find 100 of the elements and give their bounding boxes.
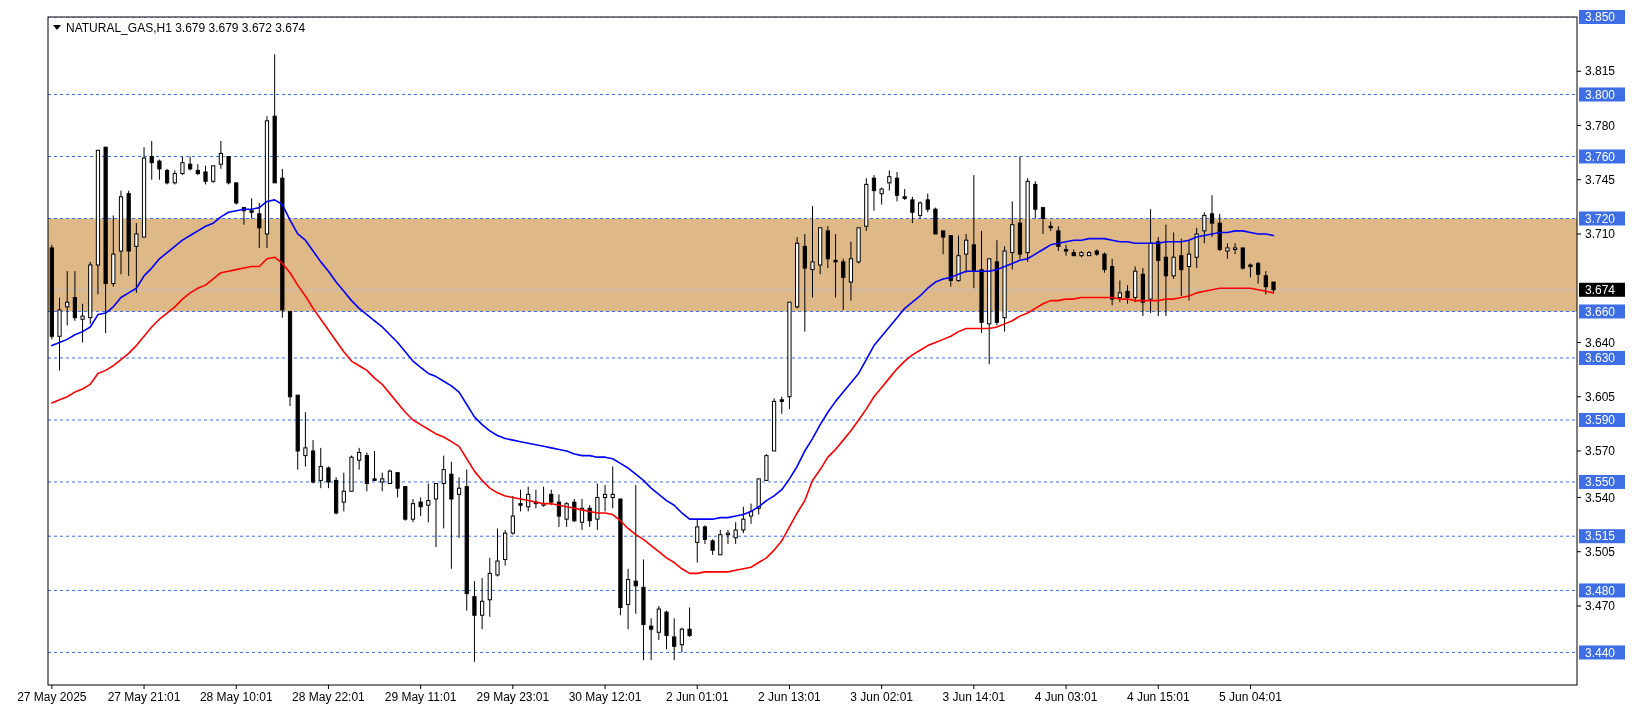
ref-line-label: 3.515	[1585, 529, 1616, 544]
candlestick	[664, 610, 669, 650]
candlestick	[341, 472, 346, 512]
y-tick-label: 3.815	[1585, 64, 1616, 79]
candlestick	[741, 506, 746, 534]
x-tick-label: 28 May 10:01	[199, 690, 273, 704]
candlestick	[718, 529, 723, 556]
candlestick	[326, 465, 331, 489]
ref-line-label: 3.850	[1585, 10, 1616, 25]
chart-title: NATURAL_GAS,H1 3.679 3.679 3.672 3.674	[66, 21, 306, 35]
candlestick	[841, 258, 846, 311]
candlestick	[418, 496, 423, 517]
candlestick	[410, 498, 416, 523]
y-tick-label: 3.640	[1585, 335, 1616, 350]
x-tick-label: 30 May 12:01	[568, 690, 642, 704]
x-tick-label: 27 May 21:01	[107, 690, 181, 704]
y-tick-label: 3.570	[1585, 444, 1616, 459]
candlestick	[679, 627, 684, 653]
candlestick	[541, 486, 546, 508]
candlestick	[1240, 247, 1245, 271]
candlestick	[1056, 225, 1061, 252]
ref-line-label: 3.590	[1585, 413, 1616, 428]
candlestick	[1156, 236, 1161, 317]
candlestick	[925, 193, 930, 213]
ref-line-label: 3.800	[1585, 87, 1616, 102]
candlestick	[80, 303, 85, 343]
candlestick	[887, 169, 892, 192]
candlestick	[848, 241, 854, 302]
candlestick	[1179, 238, 1184, 297]
candlestick	[480, 577, 485, 630]
ref-line-label: 3.660	[1585, 304, 1616, 319]
candlestick	[203, 165, 208, 185]
candlestick	[1125, 284, 1130, 305]
y-tick-label: 3.505	[1585, 544, 1616, 559]
y-tick-label: 3.710	[1585, 227, 1616, 242]
candlestick	[1232, 242, 1238, 255]
candlestick	[426, 483, 431, 523]
candlestick	[1209, 194, 1215, 238]
candlestick	[372, 450, 377, 481]
candlestick	[1117, 279, 1122, 303]
candlestick	[587, 504, 592, 528]
candlestick	[395, 472, 400, 498]
candlestick	[495, 527, 500, 578]
candlestick	[894, 171, 900, 202]
ref-line-label: 3.480	[1585, 583, 1616, 598]
candlestick	[249, 197, 254, 219]
candlestick	[649, 617, 654, 661]
candlestick	[1256, 261, 1261, 285]
candlestick	[610, 465, 615, 509]
candlestick	[1063, 244, 1069, 257]
x-tick-label: 28 May 22:01	[292, 690, 366, 704]
candlestick	[218, 140, 223, 170]
candlestick	[695, 518, 700, 564]
candlestick	[72, 270, 78, 322]
ref-line-label: 3.440	[1585, 645, 1616, 660]
candlestick	[518, 489, 523, 512]
candlestick	[456, 476, 462, 539]
candlestick	[871, 174, 877, 212]
candlestick	[357, 447, 362, 471]
candlestick	[1171, 231, 1176, 280]
candlestick	[303, 411, 308, 467]
candlestick	[441, 455, 446, 529]
candlestick	[318, 447, 323, 489]
x-tick-label: 29 May 11:01	[384, 690, 457, 704]
y-tick-label: 3.605	[1585, 389, 1616, 404]
y-tick-label: 3.745	[1585, 172, 1616, 187]
candlestick	[1186, 239, 1192, 302]
candlestick	[380, 472, 385, 492]
candlestick	[810, 205, 815, 299]
ref-line-label: 3.760	[1585, 149, 1616, 164]
candlestick	[733, 521, 738, 545]
candlestick	[672, 617, 677, 661]
candlestick	[1263, 270, 1268, 295]
candlestick	[433, 483, 439, 548]
ref-line-label: 3.630	[1585, 351, 1616, 366]
candlestick	[725, 529, 731, 545]
y-tick-label: 3.540	[1585, 490, 1616, 505]
x-tick-label: 4 Jun 03:01	[1034, 690, 1098, 704]
candlestick	[572, 498, 577, 523]
y-tick-label: 3.780	[1585, 118, 1616, 133]
candlestick	[941, 230, 946, 255]
candlestick	[564, 501, 569, 528]
x-tick-label: 4 Jun 15:01	[1126, 690, 1190, 704]
candlestick	[1040, 207, 1046, 235]
candlestick	[234, 182, 239, 206]
ref-line-label: 3.674	[1585, 282, 1616, 297]
candlestick	[910, 196, 915, 224]
candlestick	[602, 484, 608, 512]
x-tick-label: 29 May 23:01	[476, 690, 550, 704]
x-tick-label: 27 May 2025	[17, 690, 87, 704]
candlestick	[257, 202, 262, 249]
candlestick	[802, 233, 807, 333]
x-tick-label: 5 Jun 04:01	[1219, 690, 1283, 704]
line-series	[51, 199, 1275, 520]
candlestick	[1194, 227, 1199, 269]
candlestick	[833, 233, 838, 299]
candlestick	[595, 483, 600, 531]
x-tick-label: 3 Jun 14:01	[942, 690, 1006, 704]
candlestick	[510, 495, 515, 536]
candlestick	[702, 524, 708, 545]
